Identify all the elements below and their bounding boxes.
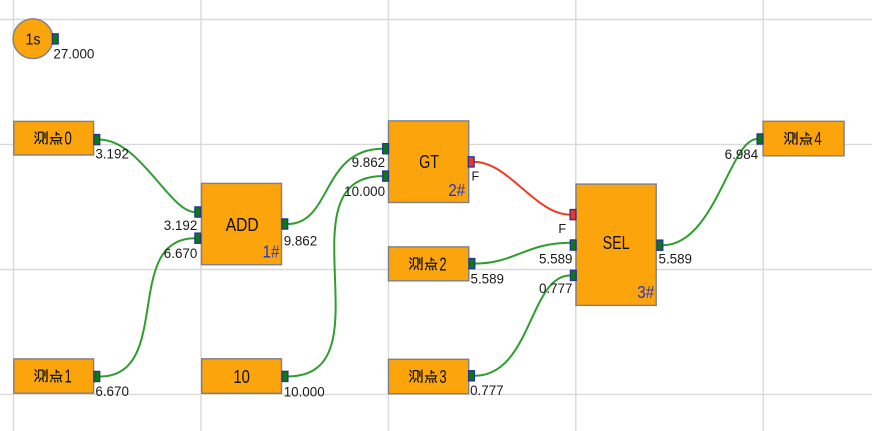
svg-text:ADD: ADD (226, 215, 259, 235)
svg-text:3#: 3# (637, 282, 654, 302)
svg-text:5.589: 5.589 (539, 251, 573, 266)
svg-text:9.862: 9.862 (284, 233, 318, 248)
svg-text:3: 3 (439, 367, 446, 387)
svg-text:F: F (472, 170, 480, 184)
svg-text:5.589: 5.589 (471, 272, 505, 287)
svg-text:1s: 1s (26, 32, 41, 49)
svg-text:0: 0 (65, 129, 72, 149)
svg-text:27.000: 27.000 (53, 46, 94, 61)
svg-text:GT: GT (419, 152, 439, 172)
svg-text:0.777: 0.777 (470, 383, 504, 398)
svg-text:4: 4 (814, 129, 821, 149)
svg-text:10.000: 10.000 (284, 384, 325, 399)
svg-text:F: F (558, 222, 566, 236)
svg-text:9.862: 9.862 (352, 155, 386, 170)
svg-text:6.670: 6.670 (95, 384, 129, 399)
svg-text:2#: 2# (448, 180, 465, 200)
svg-text:10: 10 (233, 367, 250, 387)
svg-text:1: 1 (65, 367, 72, 387)
svg-text:0.777: 0.777 (539, 281, 573, 296)
svg-text:5.589: 5.589 (659, 251, 693, 266)
svg-text:2: 2 (439, 254, 446, 274)
svg-text:3.192: 3.192 (95, 147, 129, 162)
svg-text:6.670: 6.670 (164, 246, 198, 261)
svg-text:3.192: 3.192 (164, 218, 198, 233)
svg-text:10.000: 10.000 (344, 184, 385, 199)
svg-text:SEL: SEL (603, 233, 630, 253)
svg-text:6.984: 6.984 (725, 147, 759, 162)
svg-text:1#: 1# (263, 242, 280, 262)
